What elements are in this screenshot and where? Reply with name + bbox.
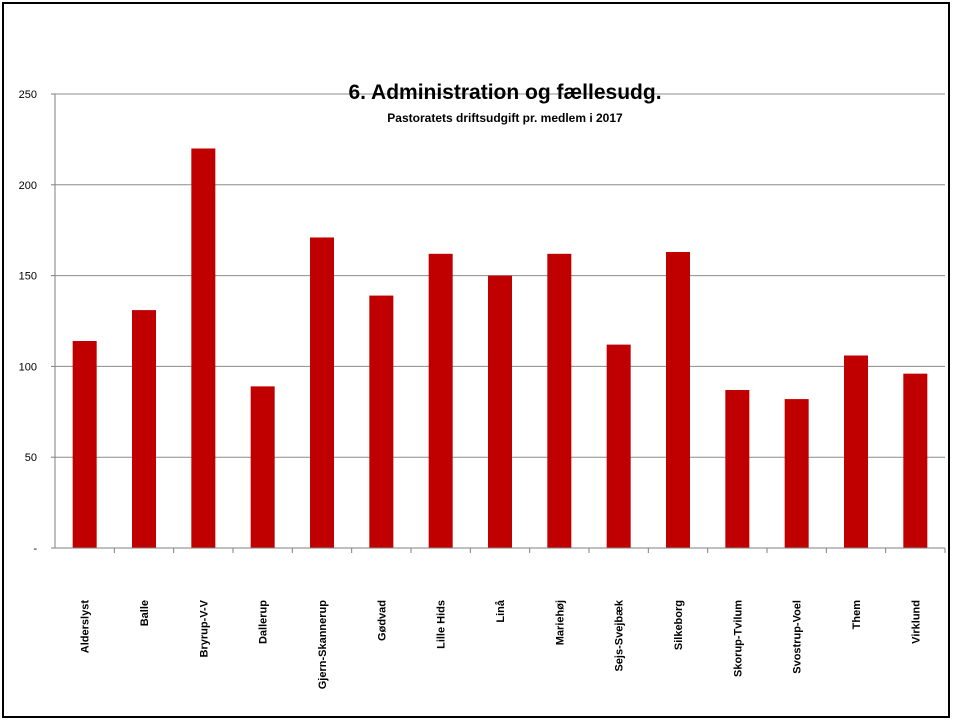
y-tick-label: 250: [19, 89, 37, 101]
bar: [903, 373, 928, 548]
axes: [54, 94, 945, 549]
x-tick-label: Mariehøj: [554, 600, 566, 645]
x-tick-label: Linå: [495, 599, 507, 622]
bar: [369, 295, 394, 548]
bar: [725, 390, 750, 548]
y-tick-label: 50: [25, 452, 37, 464]
bar: [784, 399, 809, 548]
y-tick-label: 100: [19, 361, 37, 373]
bar: [666, 251, 690, 548]
x-tick-label: Them: [851, 600, 863, 630]
x-tick-label: Skorup-Tvilum: [732, 600, 744, 677]
x-tick-label: Virklund: [910, 600, 922, 644]
x-tick-label: Alderslyst: [80, 600, 92, 654]
bar: [428, 253, 453, 549]
bars: [72, 148, 928, 549]
bar: [488, 275, 512, 548]
x-tick-label: Svostrup-Voel: [792, 600, 804, 674]
bar: [250, 386, 275, 548]
x-tick-label: Dallerup: [258, 600, 270, 644]
chart-title: 6. Administration og fællesudg.: [348, 81, 661, 104]
bar: [547, 253, 572, 549]
x-tick-label: Bryrup-V-V: [198, 599, 210, 657]
x-tick-label: Gjern-Skannerup: [317, 600, 329, 690]
bar: [606, 344, 631, 548]
y-tick-label: 200: [19, 180, 37, 192]
x-tick-label: Balle: [139, 600, 151, 626]
x-tick-label: Lille Hids: [436, 600, 448, 649]
x-tick-label: Sejs-Svejbæk: [614, 599, 626, 671]
bar: [844, 355, 868, 548]
x-tick-label: Silkeborg: [673, 600, 685, 650]
bar: [132, 310, 156, 548]
x-tick-label: Gødvad: [376, 600, 388, 641]
x-tick-labels: Alderslyst Balle Bryrup-V-V Dallerup Gjern-S…: [80, 548, 946, 690]
bar: [191, 148, 216, 549]
y-tick-label: 150: [19, 271, 37, 283]
chart-subtitle: Pastoratets driftsudgift pr. medlem i 20…: [387, 111, 623, 125]
bar: [72, 340, 97, 548]
y-tick-labels: - 50 100 150 200 250: [19, 89, 55, 555]
bar: [310, 237, 334, 549]
y-tick-label: -: [33, 543, 37, 555]
